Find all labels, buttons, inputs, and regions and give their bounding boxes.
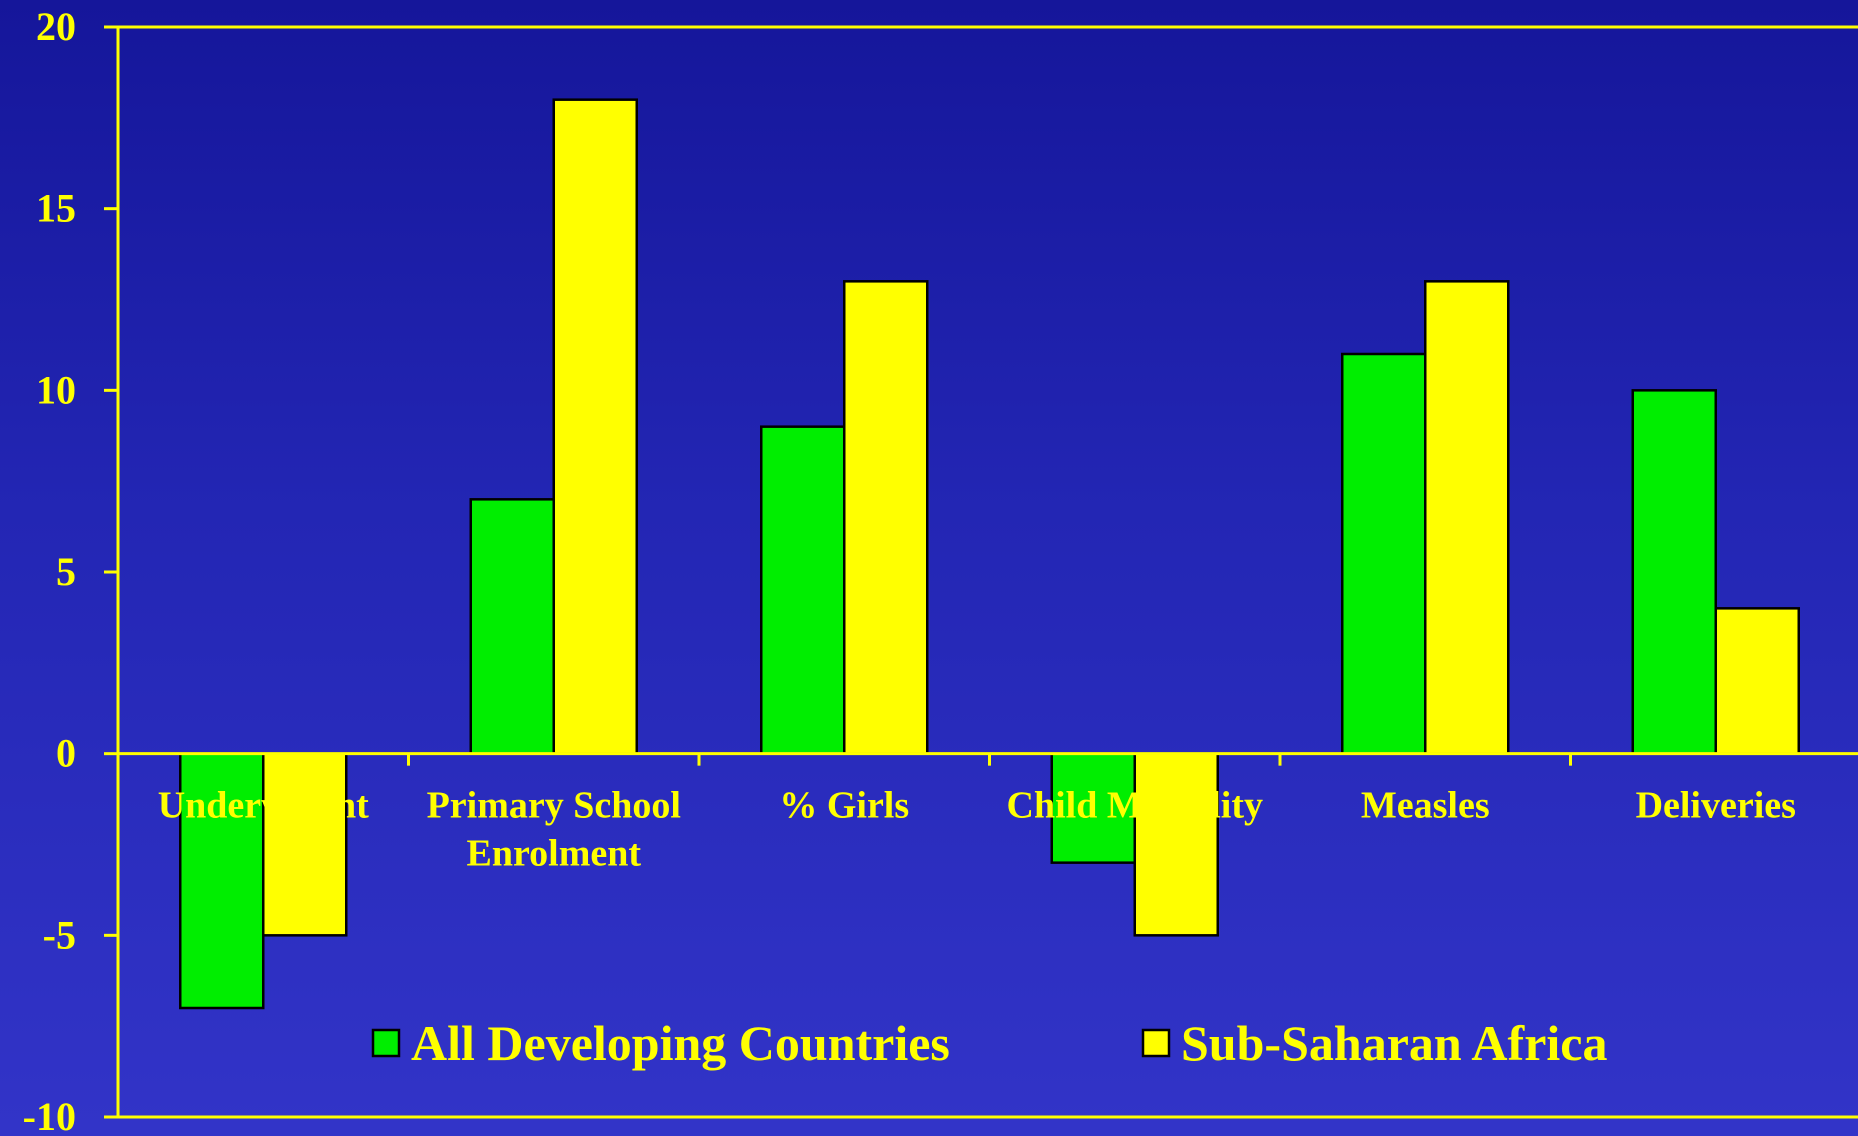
bar-all-developing-2 xyxy=(760,425,846,755)
y-tick-label: 15 xyxy=(36,186,76,231)
bar-sub-saharan-5 xyxy=(1714,607,1800,755)
category-label: Deliveries xyxy=(1636,785,1796,827)
y-tick-label: 20 xyxy=(36,4,76,49)
bar-sub-saharan-3 xyxy=(1133,752,1219,937)
bar-sub-saharan-4 xyxy=(1424,280,1510,755)
bar-sub-saharan-0 xyxy=(262,752,348,937)
y-tick-label: -5 xyxy=(43,912,76,957)
category-label: Underweight xyxy=(158,785,369,827)
y-tick-label: 0 xyxy=(56,731,76,776)
category-label: Primary School xyxy=(427,785,681,827)
bar-all-developing-3 xyxy=(1050,752,1136,864)
y-tick-label: 5 xyxy=(56,549,76,594)
category-label: Child Mortality xyxy=(1007,785,1263,827)
category-label: Measles xyxy=(1361,785,1490,827)
bar-all-developing-4 xyxy=(1341,352,1427,755)
legend-label-sub-saharan: Sub-Saharan Africa xyxy=(1181,1015,1607,1071)
category-label: Enrolment xyxy=(466,833,641,875)
bar-all-developing-5 xyxy=(1631,389,1717,755)
legend-label-all-developing: All Developing Countries xyxy=(411,1015,950,1071)
legend-swatch-all-developing xyxy=(371,1028,401,1058)
bar-all-developing-0 xyxy=(179,752,265,1010)
bar-all-developing-1 xyxy=(469,498,555,755)
category-label: % Girls xyxy=(779,785,909,827)
bar-sub-saharan-1 xyxy=(552,98,638,755)
bar-sub-saharan-2 xyxy=(843,280,929,755)
legend-swatch-sub-saharan xyxy=(1141,1028,1171,1058)
y-tick-label: -10 xyxy=(23,1094,76,1136)
y-tick-label: 10 xyxy=(36,367,76,412)
